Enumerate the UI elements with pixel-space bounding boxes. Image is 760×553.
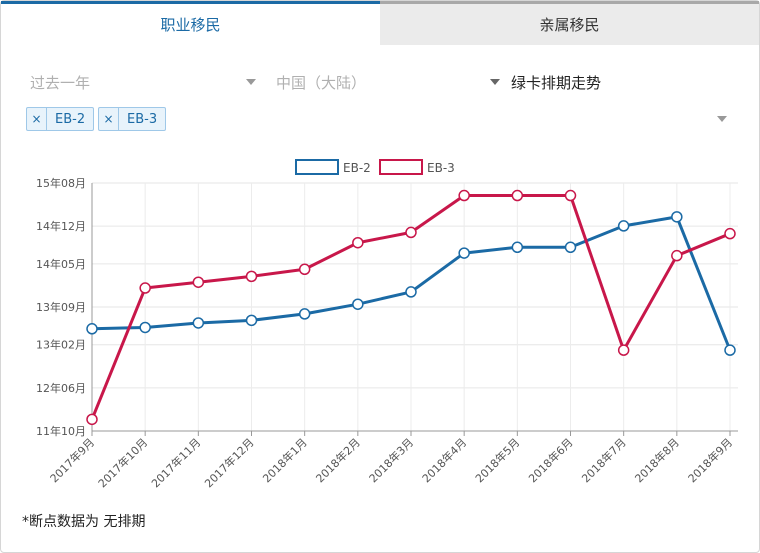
x-tick-label: 2018年5月 xyxy=(472,435,522,485)
legend-label: EB-2 xyxy=(343,161,371,175)
tag-eb3: × EB-3 xyxy=(98,107,167,131)
data-point xyxy=(724,227,736,240)
chart-series xyxy=(86,189,736,426)
y-tick-label: 14年05月 xyxy=(36,257,86,271)
data-point xyxy=(86,413,98,426)
legend-label: EB-3 xyxy=(427,161,455,175)
footnote: *断点数据为 无排期 xyxy=(22,514,146,530)
period-select[interactable]: 过去一年 xyxy=(30,70,90,94)
data-point xyxy=(458,247,470,259)
x-tick-label: 2017年11月 xyxy=(148,435,203,490)
view-select-value: 绿卡排期走势 xyxy=(511,73,602,92)
tab-employment[interactable]: 职业移民 xyxy=(1,1,380,45)
tag-label: EB-3 xyxy=(127,111,158,127)
view-select[interactable]: 绿卡排期走势 xyxy=(511,70,601,94)
data-point xyxy=(564,189,577,202)
chevron-down-icon[interactable] xyxy=(246,79,256,85)
x-tick-label: 2018年3月 xyxy=(366,435,416,485)
x-tick-label: 2018年9月 xyxy=(685,435,735,485)
data-point xyxy=(352,236,364,249)
data-point xyxy=(245,270,258,283)
data-point xyxy=(617,220,630,232)
country-select[interactable]: 中国（大陆） xyxy=(276,70,366,94)
tag-eb2: × EB-2 xyxy=(26,107,95,131)
line-chart: 15年08月 14年12月 14年05月 13年09月 13年02月 12年06月 11年1… xyxy=(36,159,738,490)
tab-bar: 职业移民 亲属移民 xyxy=(1,1,759,45)
x-tick-label: 2018年6月 xyxy=(525,435,575,485)
data-point xyxy=(192,317,205,329)
legend-swatch xyxy=(379,159,423,175)
x-tick-label: 2017年9月 xyxy=(47,435,97,485)
x-tick-label: 2018年2月 xyxy=(313,435,363,485)
x-tick-label: 2018年4月 xyxy=(419,435,469,485)
data-point xyxy=(724,344,736,356)
data-point xyxy=(298,263,311,276)
data-point xyxy=(139,282,151,294)
x-tick-label: 2018年8月 xyxy=(632,435,682,485)
data-point xyxy=(511,241,524,254)
chart-legend: EB-2 EB-3 xyxy=(295,159,455,175)
country-select-value: 中国（大陆） xyxy=(276,73,367,92)
x-tick-label: 2018年1月 xyxy=(260,435,310,485)
x-tick-label: 2017年12月 xyxy=(201,435,256,490)
data-point xyxy=(245,314,258,327)
remove-tag-icon[interactable]: × xyxy=(99,108,119,130)
data-point xyxy=(298,308,311,320)
data-point xyxy=(192,276,205,288)
chevron-down-icon[interactable] xyxy=(490,79,500,85)
y-tick-label: 15年08月 xyxy=(36,176,86,190)
data-point xyxy=(458,189,470,202)
data-point xyxy=(352,298,364,310)
chevron-down-icon[interactable] xyxy=(717,116,727,122)
data-point xyxy=(405,286,417,298)
data-point xyxy=(139,321,151,334)
data-point xyxy=(86,323,98,335)
chart-grid xyxy=(91,182,738,432)
y-tick-label: 13年02月 xyxy=(36,338,86,352)
tab-family[interactable]: 亲属移民 xyxy=(380,1,759,45)
data-point xyxy=(405,226,417,239)
data-point xyxy=(671,249,683,262)
x-tick-label: 2018年7月 xyxy=(579,435,629,485)
period-select-value: 过去一年 xyxy=(30,73,91,92)
y-tick-label: 12年06月 xyxy=(36,381,86,395)
data-point xyxy=(617,344,630,356)
legend-swatch xyxy=(295,159,339,175)
y-tick-label: 14年12月 xyxy=(36,219,86,233)
remove-tag-icon[interactable]: × xyxy=(27,108,47,130)
data-point xyxy=(511,189,524,202)
data-point xyxy=(564,241,577,254)
tag-label: EB-2 xyxy=(55,111,86,127)
data-point xyxy=(671,211,683,223)
x-tick-label: 2017年10月 xyxy=(95,435,150,490)
y-tick-label: 11年10月 xyxy=(36,424,86,438)
y-tick-label: 13年09月 xyxy=(36,300,86,314)
